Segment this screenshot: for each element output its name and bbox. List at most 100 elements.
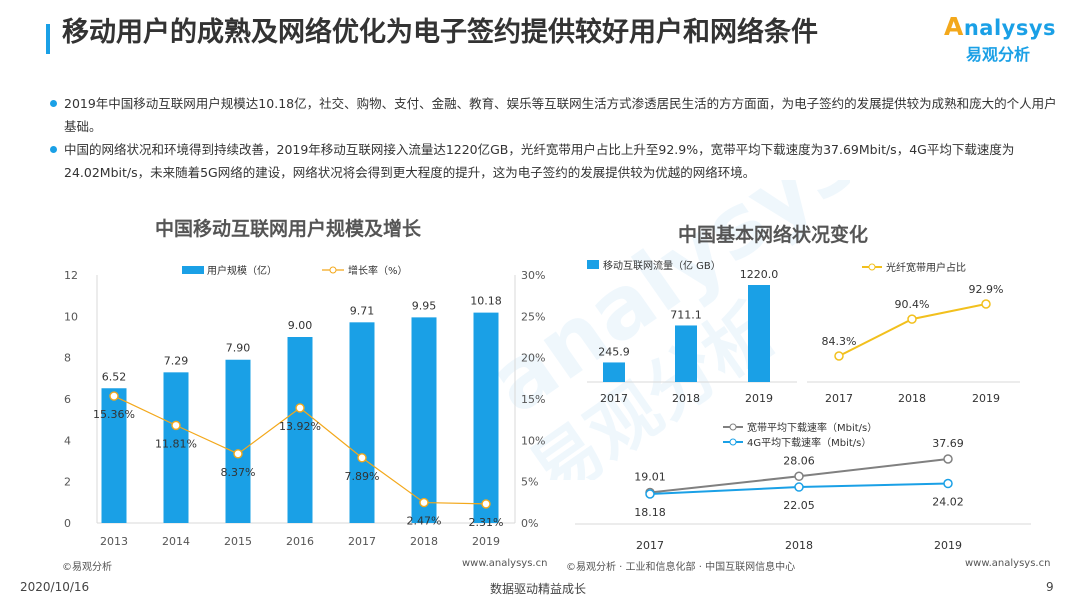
bar <box>748 285 770 382</box>
bar <box>287 337 313 523</box>
x-tick-label: 2019 <box>472 535 500 548</box>
x-tick-label: 2017 <box>825 392 853 405</box>
speed-point <box>645 489 655 499</box>
fiber-value-label: 90.4% <box>895 298 930 311</box>
chart-traffic: 移动互联网流量（亿 GB） 245.9 2017 711.1 2018 1220.0 201… <box>587 259 797 405</box>
x-tick-label: 2019 <box>972 392 1000 405</box>
legend-swatch-point <box>329 266 337 274</box>
legend-swatch-point <box>868 263 876 271</box>
bar <box>603 362 625 382</box>
growth-point <box>295 403 305 413</box>
fiber-line <box>838 303 987 357</box>
bar-value-label: 711.1 <box>670 308 702 321</box>
legend-swatch-point <box>729 423 737 431</box>
x-tick-label: 2014 <box>162 535 190 548</box>
fiber-point <box>907 314 917 324</box>
x-tick-label: 2019 <box>745 392 773 405</box>
bar-value-label: 7.29 <box>164 354 189 367</box>
bullet-dot <box>50 146 57 153</box>
y2-tick-label: 20% <box>521 352 545 365</box>
growth-value-label: 2.31% <box>469 516 504 529</box>
y-tick-label: 6 <box>64 393 71 406</box>
x-tick-label: 2013 <box>100 535 128 548</box>
title-accent-bar <box>46 24 50 54</box>
footer-slogan: 数据驱动精益成长 <box>490 582 587 596</box>
y-tick-label: 0 <box>64 517 71 530</box>
bar-value-label: 1220.0 <box>740 268 779 281</box>
fiber-point <box>834 351 844 361</box>
bar <box>163 372 189 523</box>
speed-point <box>943 454 953 464</box>
bar-value-label: 9.95 <box>412 299 437 312</box>
legend-label: 增长率（%） <box>348 264 408 277</box>
x-tick-label: 2017 <box>600 392 628 405</box>
chart-speed: 宽带平均下载速率（Mbit/s） 19.01 28.06 37.69 4G平均下载速率（… <box>575 421 1031 552</box>
y2-tick-label: 10% <box>521 434 545 447</box>
x-tick-label: 2017 <box>636 539 664 552</box>
legend-label: 宽带平均下载速率（Mbit/s） <box>747 421 877 434</box>
y-tick-label: 4 <box>64 434 71 447</box>
bar <box>349 322 375 523</box>
legend-label: 4G平均下载速率（Mbit/s） <box>747 436 871 449</box>
bullet-item: 中国的网络状况和环境得到持续改善，2019年移动互联网接入流量达1220亿GB，… <box>50 138 1060 184</box>
chart-fiber: 光纤宽带用户占比 84.3% 2017 90.4% 2018 92.9% 2019 <box>807 261 1020 405</box>
bullet-item: 2019年中国移动互联网用户规模达10.18亿，社交、购物、支付、金融、教育、娱… <box>50 92 1060 138</box>
y2-tick-label: 30% <box>521 269 545 282</box>
bar-value-label: 9.71 <box>350 304 375 317</box>
legend-swatch-bar <box>182 266 204 274</box>
legend-swatch-bar <box>587 260 599 269</box>
chart4-url: www.analysys.cn <box>965 558 1051 569</box>
growth-value-label: 8.37% <box>221 466 256 479</box>
logo-en: Analysys <box>944 12 1057 41</box>
chart1-source: ©易观分析 <box>62 562 112 573</box>
bar-value-label: 245.9 <box>598 345 630 358</box>
growth-value-label: 15.36% <box>93 408 135 421</box>
speed-value-label: 18.18 <box>634 506 666 519</box>
logo-cn: 易观分析 <box>966 45 1031 64</box>
x-tick-label: 2017 <box>348 535 376 548</box>
speed-value-label: 19.01 <box>634 471 666 484</box>
x-tick-label: 2018 <box>785 539 813 552</box>
y2-tick-label: 5% <box>521 476 538 489</box>
chart1-title: 中国移动互联网用户规模及增长 <box>155 218 422 240</box>
y-tick-label: 2 <box>64 476 71 489</box>
x-tick-label: 2015 <box>224 535 252 548</box>
bullet-list: 2019年中国移动互联网用户规模达10.18亿，社交、购物、支付、金融、教育、娱… <box>50 92 1060 184</box>
growth-value-label: 13.92% <box>279 420 321 433</box>
chart1-url: www.analysys.cn <box>462 558 548 569</box>
footer-date: 2020/10/16 <box>20 580 90 594</box>
x-tick-label: 2018 <box>898 392 926 405</box>
growth-value-label: 7.89% <box>345 470 380 483</box>
x-tick-label: 2016 <box>286 535 314 548</box>
y2-tick-label: 25% <box>521 310 545 323</box>
fiber-point <box>981 299 991 309</box>
page-title: 移动用户的成熟及网络优化为电子签约提供较好用户和网络条件 <box>62 17 818 48</box>
legend-label: 移动互联网流量（亿 GB） <box>603 259 721 272</box>
x-tick-label: 2018 <box>672 392 700 405</box>
y-tick-label: 10 <box>64 310 78 323</box>
bar <box>225 359 251 523</box>
legend-swatch-point <box>729 438 737 446</box>
growth-point <box>233 449 243 459</box>
bar <box>101 388 127 523</box>
fiber-value-label: 92.9% <box>969 283 1004 296</box>
growth-point <box>481 499 491 509</box>
legend-label: 用户规模（亿） <box>207 264 277 277</box>
y2-tick-label: 15% <box>521 393 545 406</box>
bar-value-label: 6.52 <box>102 370 127 383</box>
y-tick-label: 8 <box>64 352 71 365</box>
footer-page-number: 9 <box>1046 580 1054 594</box>
speed-point <box>943 478 953 489</box>
speed-point <box>794 482 804 492</box>
bar-value-label: 10.18 <box>470 295 502 308</box>
y-tick-label: 12 <box>64 269 78 282</box>
y2-tick-label: 0% <box>521 517 538 530</box>
speed-value-label: 22.05 <box>783 499 815 512</box>
x-tick-label: 2019 <box>934 539 962 552</box>
chart4-source: ©易观分析 · 工业和信息化部 · 中国互联网信息中心 <box>566 562 796 573</box>
x-tick-label: 2018 <box>410 535 438 548</box>
growth-value-label: 2.47% <box>407 515 442 528</box>
chart2-title: 中国基本网络状况变化 <box>678 224 869 246</box>
speed-point <box>794 471 804 482</box>
speed-value-label: 24.02 <box>932 496 964 509</box>
